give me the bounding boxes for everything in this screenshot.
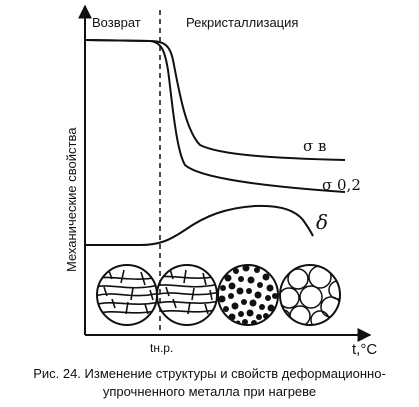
x-axis-unit-label: t,°C bbox=[352, 341, 377, 358]
y-axis-label: Механические свойства bbox=[64, 127, 79, 272]
delta-label: δ bbox=[316, 210, 328, 234]
microstructure-deformed-1 bbox=[96, 264, 158, 326]
stage-recovery-label: Возврат bbox=[92, 15, 141, 30]
microstructure-fine-grains bbox=[217, 264, 279, 326]
microstructure-recrystallized bbox=[279, 264, 341, 326]
figure-caption-line-1: Рис. 24. Изменение структуры и свойств д… bbox=[33, 366, 386, 381]
sigma-02-curve bbox=[84, 39, 346, 193]
stage-recrystallization-label: Рекристаллизация bbox=[186, 15, 298, 30]
sigma-b-label: σ в bbox=[303, 137, 326, 155]
delta-curve bbox=[85, 204, 314, 246]
sigma-02-label: σ 0,2 bbox=[322, 176, 361, 194]
threshold-label: tн.р. bbox=[150, 341, 173, 355]
figure-caption-line-2: упрочненного металла при нагреве bbox=[102, 384, 317, 399]
sigma-b-curve bbox=[84, 39, 346, 161]
microstructure-deformed-2 bbox=[156, 264, 218, 326]
